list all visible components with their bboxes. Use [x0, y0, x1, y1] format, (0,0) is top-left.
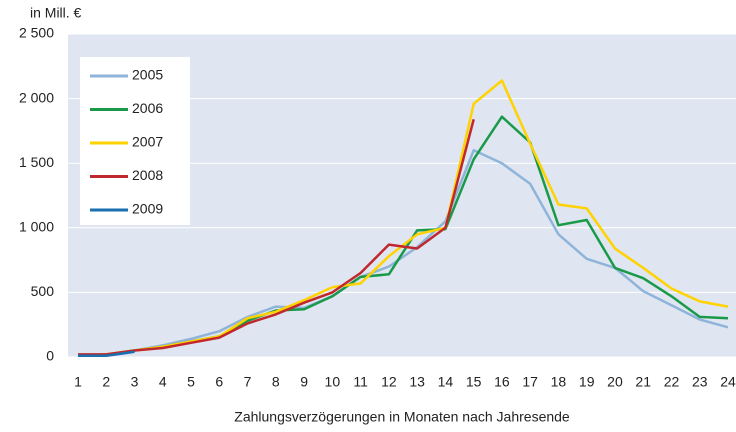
legend-label: 2009: [132, 201, 163, 217]
x-tick-label: 23: [692, 374, 708, 390]
x-tick-label: 4: [159, 374, 167, 390]
x-tick-label: 21: [635, 374, 651, 390]
x-tick-label: 10: [325, 374, 341, 390]
x-tick-label: 1: [74, 374, 82, 390]
series-line: [77, 79, 729, 357]
x-tick-label: 3: [131, 374, 139, 390]
x-tick-label: 11: [353, 374, 368, 390]
y-tick-label: 0: [46, 348, 54, 364]
x-tick-label: 18: [551, 374, 567, 390]
series-line: [78, 350, 135, 357]
y-tick-label: 1 500: [19, 154, 54, 170]
x-tick-label: 9: [300, 374, 308, 390]
x-tick-label: 22: [664, 374, 680, 390]
x-tick-label: 17: [522, 374, 538, 390]
x-tick-label: 8: [272, 374, 280, 390]
x-tick-label: 7: [244, 374, 252, 390]
y-tick-label: 2 000: [19, 89, 54, 105]
x-tick-label: 24: [720, 374, 736, 390]
series-line: [78, 118, 475, 356]
legend-box: [80, 57, 190, 225]
x-tick-label: 16: [494, 374, 510, 390]
x-tick-label: 13: [409, 374, 425, 390]
legend-label: 2006: [132, 100, 163, 116]
x-tick-label: 2: [102, 374, 110, 390]
x-tick-label: 12: [381, 374, 397, 390]
x-tick-label: 19: [579, 374, 595, 390]
x-tick-label: 15: [466, 374, 482, 390]
x-tick-label: 5: [187, 374, 195, 390]
y-tick-label: 500: [31, 283, 55, 299]
y-tick-label: 2 500: [19, 25, 54, 41]
x-tick-label: 14: [438, 374, 454, 390]
legend-label: 2008: [132, 167, 163, 183]
y-tick-label: 1 000: [19, 219, 54, 235]
x-tick-label: 20: [607, 374, 623, 390]
series-line: [77, 149, 729, 357]
y-unit-label: in Mill. €: [30, 5, 82, 21]
legend-label: 2005: [132, 67, 163, 83]
x-axis-label: Zahlungsverzögerungen in Monaten nach Ja…: [234, 409, 570, 425]
x-tick-label: 6: [215, 374, 223, 390]
legend-label: 2007: [132, 134, 163, 150]
